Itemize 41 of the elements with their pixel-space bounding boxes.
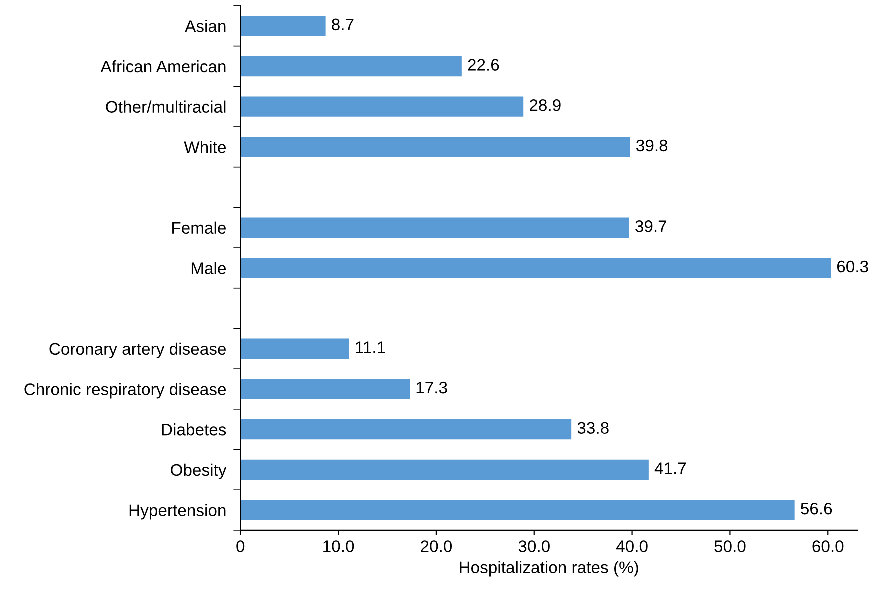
bar (240, 338, 350, 359)
bar (240, 137, 630, 158)
data-label: 41.7 (654, 462, 686, 474)
y-tick-label: African American (100, 60, 226, 73)
data-label: 17.3 (416, 382, 448, 394)
y-tick-label: Obesity (171, 464, 227, 480)
x-tick-label: 60.0 (812, 540, 844, 552)
x-axis-title: Hospitalization rates (%) (460, 561, 638, 577)
y-tick-label: Other/multiracial (106, 100, 226, 114)
data-label: 8.7 (332, 18, 354, 31)
bar (240, 96, 524, 117)
y-tick-label: Diabetes (162, 424, 226, 436)
x-tick-label: 50.0 (714, 540, 746, 552)
bar (240, 500, 795, 520)
x-tick-label: 10.0 (324, 540, 354, 552)
y-tick-label: Coronary artery disease (50, 342, 226, 358)
bar (240, 460, 649, 480)
bar (240, 56, 462, 77)
y-tick-label: White (184, 141, 226, 154)
y-tick-label: Hypertension (130, 504, 226, 520)
y-tick-label: Male (192, 262, 226, 274)
bar (240, 258, 832, 278)
bar (240, 419, 572, 440)
y-tick-label: Asian (185, 20, 226, 32)
data-label: 39.8 (636, 140, 668, 152)
bar (240, 218, 630, 238)
data-label: 33.8 (578, 422, 609, 434)
x-tick-label: 20.0 (421, 540, 452, 552)
data-label: 11.1 (356, 342, 386, 354)
data-label: 56.6 (801, 502, 832, 515)
bar (240, 379, 410, 400)
data-label: 28.9 (530, 99, 561, 112)
data-label: 22.6 (468, 59, 500, 71)
data-label: 60.3 (837, 260, 868, 273)
bar (240, 16, 326, 36)
y-tick-label: Chronic respiratory disease (24, 383, 226, 399)
y-tick-label: Female (172, 222, 226, 234)
data-label: 39.7 (636, 220, 667, 232)
x-tick-label: 40.0 (616, 540, 648, 552)
x-tick-label: 0 (236, 540, 245, 552)
x-tick-label: 30.0 (518, 540, 550, 552)
